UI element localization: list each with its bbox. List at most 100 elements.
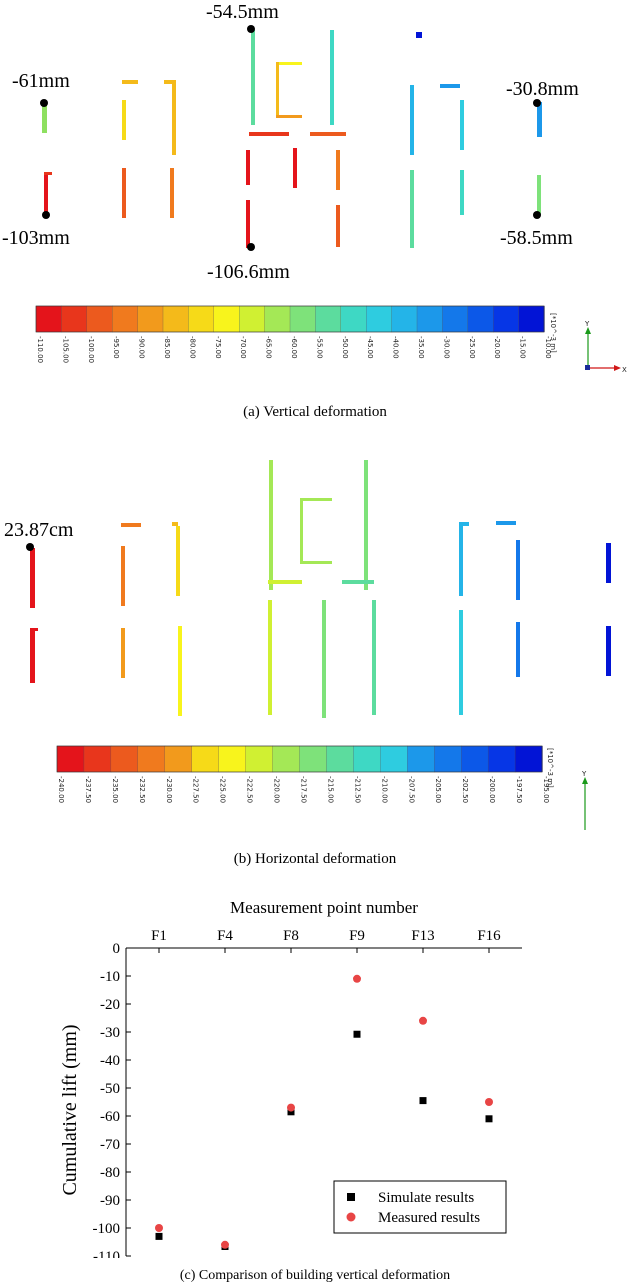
colorbar-tick-label: -215.00 — [326, 776, 334, 803]
y-tick-label: -20 — [100, 997, 120, 1013]
point-dot — [26, 543, 34, 551]
colorbar-tick-label: -90.00 — [138, 336, 146, 359]
x-tick-label: F1 — [151, 928, 167, 944]
x-tick-label: F4 — [217, 928, 233, 944]
colorbar-tick-label: -25.00 — [468, 336, 476, 359]
y-tick-label: -50 — [100, 1081, 120, 1097]
colorbar-swatch — [518, 305, 545, 333]
simulate-point — [485, 1115, 493, 1123]
panel-comparison-chart: Measurement point number F1 F4 F8 F9 F13 F16 0 -… — [0, 888, 630, 1286]
colorbar-tick-label: -65.00 — [265, 336, 273, 359]
colorbar-tick-label: -75.00 — [214, 336, 222, 359]
colorbar-tick-label: -80.00 — [188, 336, 196, 359]
caption-c: (c) Comparison of building vertical defo… — [179, 1268, 451, 1283]
colorbar-swatch — [218, 745, 247, 773]
colorbar-tick-label: -202.50 — [461, 776, 469, 803]
colorbar-swatch — [112, 305, 139, 333]
measured-point — [287, 1103, 295, 1112]
axis-triad-b: Y X — [581, 770, 588, 830]
colorbar-swatch — [353, 745, 381, 773]
x-tick-label: F9 — [349, 928, 365, 944]
caption-b: (b) Horizontal deformation — [233, 851, 397, 867]
colorbar-swatch — [191, 745, 220, 773]
colorbar-swatch — [213, 305, 240, 333]
colorbar-tick-label: -232.50 — [138, 776, 146, 803]
axis-x-label: X — [622, 366, 627, 374]
colorbar-tick-label: -105.00 — [61, 336, 69, 363]
measured-point — [221, 1240, 229, 1249]
colorbar-unit-label: [*10^-3 m] — [546, 748, 554, 788]
comparison-scatter-chart: Measurement point number F1 F4 F8 F9 F13 F16 0 -… — [59, 898, 522, 1258]
point-dot — [247, 25, 255, 33]
annotation-label: -106.6mm — [207, 261, 290, 283]
point-dot — [42, 211, 50, 219]
annotation-label: -103mm — [2, 227, 70, 249]
axis-triad-a: Y X — [584, 320, 627, 374]
colorbar-swatch — [299, 745, 328, 773]
colorbar-tick-label: -85.00 — [163, 336, 171, 359]
colorbar-tick-label: -230.00 — [165, 776, 173, 803]
y-tick-label: -30 — [100, 1025, 120, 1041]
colorbar-swatch — [493, 305, 520, 333]
colorbar-tick-label: -60.00 — [290, 336, 298, 359]
horizontal-deformation-contour: 23.87cm -240.00 -237.50 -235.00 -232.50 -230… — [4, 460, 611, 830]
measured-point — [353, 974, 361, 983]
colorbar-tick-label: -95.00 — [112, 336, 120, 359]
colorbar-swatch — [110, 745, 139, 773]
colorbar-tick-label: -210.00 — [380, 776, 388, 803]
colorbar-tick-label: -40.00 — [392, 336, 400, 359]
y-tick-label: -100 — [93, 1221, 121, 1237]
legend-simulate-label: Simulate results — [378, 1190, 474, 1206]
colorbar-swatch — [239, 305, 266, 333]
building-footprint-a — [42, 30, 542, 248]
colorbar-tick-label: -220.00 — [273, 776, 281, 803]
colorbar-tick-label: -195.00 — [542, 776, 550, 803]
colorbar-tick-label: -235.00 — [111, 776, 119, 803]
colorbar-swatch — [434, 745, 462, 773]
simulate-point — [287, 1108, 295, 1116]
colorbar-swatch — [83, 745, 112, 773]
colorbar-tick-label: -237.50 — [84, 776, 92, 803]
y-tick-label: -110 — [93, 1249, 120, 1258]
annotation-label: 23.87cm — [4, 519, 74, 541]
legend-box — [333, 1180, 507, 1234]
y-tick-label: -90 — [100, 1193, 120, 1209]
colorbar-swatch — [162, 305, 190, 333]
y-tick-label: 0 — [113, 941, 121, 957]
vertical-deformation-contour: -54.5mm -61mm -30.8mm -103mm -58.5mm -10… — [2, 1, 627, 374]
measured-point — [419, 1016, 427, 1025]
colorbar-swatch — [340, 305, 367, 333]
colorbar-tick-label: -227.50 — [192, 776, 200, 803]
measured-point — [485, 1098, 493, 1106]
colorbar-tick-label: -55.00 — [315, 336, 323, 359]
colorbar-tick-label: -20.00 — [493, 336, 501, 359]
colorbar-tick-label: -200.00 — [488, 776, 496, 803]
colorbar-swatch — [407, 745, 435, 773]
colorbar-swatch — [137, 305, 164, 333]
legend: Simulate results Measured results — [333, 1180, 507, 1234]
legend-measured-marker — [346, 1212, 356, 1222]
point-dot — [533, 211, 541, 219]
caption-a: (a) Vertical deformation — [243, 404, 387, 420]
colorbar-tick-label: -240.00 — [57, 776, 65, 803]
point-dot — [40, 99, 48, 107]
colorbar-tick-label: -30.00 — [442, 336, 450, 359]
x-tick-label: F13 — [411, 928, 434, 944]
point-dot — [533, 99, 541, 107]
y-tick-label: -60 — [100, 1109, 120, 1125]
colorbar-tick-label: -222.50 — [246, 776, 254, 803]
annotation-label: -54.5mm — [206, 1, 279, 23]
colorbar-tick-label: -225.00 — [219, 776, 227, 803]
colorbar-tick-label: -205.00 — [434, 776, 442, 803]
colorbar-swatch — [391, 305, 418, 333]
colorbar-swatch — [86, 305, 113, 333]
colorbar-swatch — [380, 745, 408, 773]
legend-measured-label: Measured results — [378, 1210, 480, 1226]
colorbar-swatch — [137, 745, 166, 773]
y-axis-title: Cumulative lift (mm) — [59, 1024, 81, 1195]
x-tick-label: F8 — [283, 928, 299, 944]
colorbar-swatch — [61, 305, 88, 333]
colorbar-swatch — [272, 745, 301, 773]
axis-y-label: Y — [584, 320, 590, 328]
axis-y-label: Y — [581, 770, 587, 778]
